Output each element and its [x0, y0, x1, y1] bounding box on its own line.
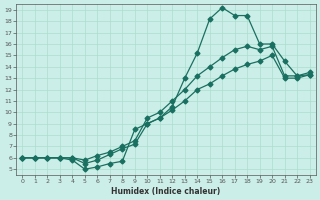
X-axis label: Humidex (Indice chaleur): Humidex (Indice chaleur): [111, 187, 221, 196]
